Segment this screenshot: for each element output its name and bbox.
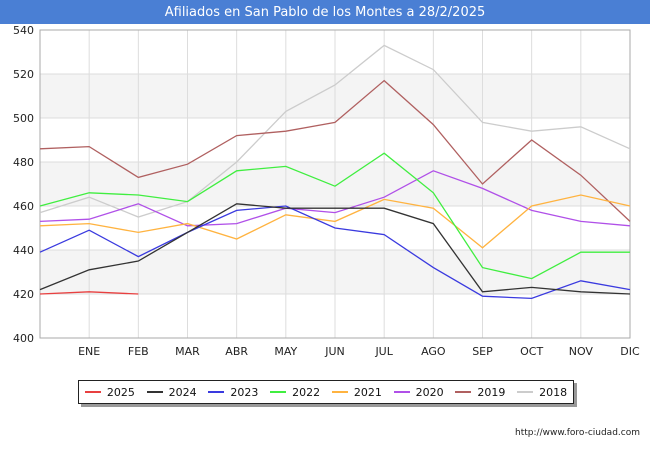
x-tick-label: FEB: [128, 345, 149, 358]
series-line-2021: [39, 194, 631, 249]
x-tick-label: ABR: [225, 345, 248, 358]
legend-swatch: [455, 391, 472, 393]
legend-label: 2025: [106, 385, 135, 399]
legend-swatch: [517, 391, 534, 393]
legend-swatch: [331, 391, 348, 393]
series-line-2019: [39, 79, 631, 222]
x-tick-label: AGO: [421, 345, 446, 358]
y-tick-label: 500: [13, 112, 34, 125]
chart-title: Afiliados en San Pablo de los Montes a 2…: [0, 0, 650, 24]
legend-item-2018: 2018: [517, 386, 567, 399]
x-tick-label: JUL: [374, 345, 393, 358]
x-tick-label: SEP: [472, 345, 493, 358]
legend-label: 2023: [230, 385, 259, 399]
legend-label: 2020: [415, 385, 444, 399]
legend-item-2021: 2021: [331, 385, 382, 399]
legend-swatch: [393, 391, 410, 393]
x-tick-label: JUN: [324, 345, 345, 358]
legend-item-2022: 2022: [270, 386, 320, 399]
x-tick-label: NOV: [569, 345, 594, 358]
series-line-2023: [39, 205, 631, 300]
legend-swatch: [146, 391, 163, 393]
legend-item-2024: 2024: [146, 385, 197, 399]
series-line-2020: [39, 170, 631, 227]
legend-label: 2022: [292, 385, 321, 399]
x-tick-label: DIC: [620, 345, 640, 358]
legend-item-2023: 2023: [208, 386, 258, 399]
series-line-2025: [39, 291, 139, 295]
legend-swatch: [84, 391, 101, 393]
legend-label: 2021: [353, 385, 382, 399]
legend-item-2019: 2019: [455, 386, 505, 399]
plot-frame: [39, 29, 631, 339]
legend-item-2020: 2020: [393, 385, 444, 399]
footer-url: http://www.foro-ciudad.com: [515, 428, 640, 438]
y-tick-label: 420: [13, 288, 34, 301]
x-tick-label: OCT: [520, 345, 543, 358]
x-tick-label: MAY: [274, 345, 297, 358]
y-tick-label: 460: [13, 200, 34, 213]
legend-label: 2024: [168, 385, 197, 399]
y-tick-label: 400: [13, 332, 34, 345]
series-line-2018: [39, 44, 631, 218]
legend-swatch: [270, 391, 287, 393]
legend-swatch: [208, 391, 225, 393]
x-tick-label: MAR: [175, 345, 200, 358]
y-tick-label: 520: [13, 68, 34, 81]
legend-label: 2018: [539, 385, 568, 399]
legend-label: 2019: [477, 385, 506, 399]
series-line-2022: [39, 152, 630, 280]
chart-legend: 2025 2024 2023 2022 2021 2020 2019 2018: [78, 380, 574, 404]
y-tick-label: 480: [13, 156, 34, 169]
chart-title-text: Afiliados en San Pablo de los Montes a 2…: [164, 4, 486, 20]
legend-item-2025: 2025: [84, 385, 135, 399]
x-tick-label: ENE: [78, 345, 100, 358]
y-tick-label: 540: [13, 24, 34, 37]
series-line-2024: [39, 203, 631, 295]
y-tick-label: 440: [13, 244, 34, 257]
